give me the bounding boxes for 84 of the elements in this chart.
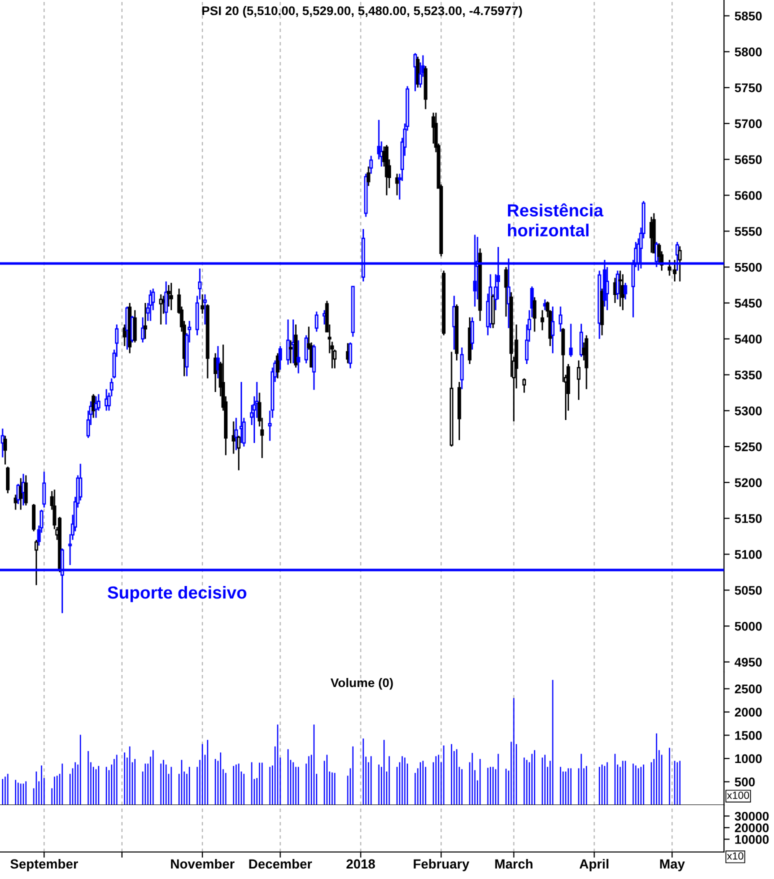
- candlestick: [200, 294, 204, 314]
- candlestick: [678, 246, 682, 282]
- text: x10: [727, 852, 744, 860]
- candlestick: [576, 360, 580, 401]
- candlestick: [314, 310, 318, 332]
- candlestick: [148, 289, 152, 322]
- x-tick-label: April: [580, 858, 608, 872]
- candlestick: [140, 316, 145, 344]
- candlestick: [504, 266, 508, 318]
- candlestick: [276, 352, 280, 380]
- y-tick-label: 5200: [734, 478, 762, 488]
- y-tick-label: 1000: [735, 754, 762, 764]
- x-tick-label: February: [414, 858, 470, 872]
- y-tick-label: 4950: [734, 658, 762, 667]
- candlestick: [234, 417, 238, 451]
- y-tick-label: 5850: [734, 12, 762, 20]
- candlestick: [169, 282, 174, 311]
- candlestick: [348, 342, 352, 370]
- y-tick-label: 1500: [735, 731, 762, 740]
- y-tick-label: 5600: [734, 191, 762, 200]
- x-tick-label: September: [10, 858, 78, 872]
- candlestick: [144, 302, 148, 340]
- y-tick-label: 5100: [734, 550, 762, 559]
- chart-title: PSI 20 (5,510.00, 5,529.00, 5,480.00, 5,523.00, -4.75977): [202, 6, 522, 18]
- y-tick-label: 5650: [734, 155, 762, 164]
- candlestick: [34, 539, 38, 586]
- y-tick-label: 5300: [734, 406, 762, 416]
- candlestick: [624, 282, 628, 300]
- y-tick-label: 5050: [734, 586, 762, 595]
- candlestick: [558, 306, 562, 332]
- candlestick: [92, 393, 96, 419]
- candlestick: [3, 435, 7, 466]
- candlestick: [164, 280, 168, 326]
- candlestick: [569, 323, 573, 358]
- candlestick: [94, 396, 98, 419]
- y-tick-label: 2500: [734, 684, 762, 694]
- candlestick: [395, 173, 399, 196]
- candlestick: [366, 166, 370, 187]
- text: x100: [727, 792, 750, 799]
- chart-title: Volume (0): [330, 678, 393, 690]
- y-tick-label: 5350: [734, 370, 762, 380]
- candlestick: [616, 270, 620, 300]
- candlestick: [42, 470, 46, 508]
- x-tick-label: March: [495, 858, 532, 869]
- y-tick-label: 30000: [734, 812, 769, 821]
- y-tick-label: 5000: [734, 622, 762, 631]
- y-tick-label: 2000: [734, 708, 762, 717]
- candlestick: [166, 284, 170, 308]
- candlestick: [32, 503, 36, 532]
- x-tick-label: May: [660, 859, 685, 872]
- candlestick: [470, 316, 474, 350]
- y-tick-label: 500: [734, 778, 755, 786]
- candlestick: [304, 334, 308, 364]
- candlestick: [369, 155, 373, 174]
- candlestick: [532, 296, 536, 332]
- candlestick: [522, 378, 526, 394]
- y-tick-label: 5800: [734, 47, 762, 56]
- candlestick: [286, 318, 290, 366]
- x-tick-label: December: [249, 858, 312, 869]
- candlestick: [296, 340, 300, 374]
- candlestick: [278, 345, 282, 370]
- y-tick-label: 5150: [734, 514, 762, 524]
- candlestick: [216, 345, 220, 380]
- y-tick-label: 10000: [735, 835, 769, 844]
- y-tick-label: 5550: [734, 226, 762, 236]
- candlestick: [613, 277, 617, 304]
- candlestick: [6, 466, 10, 494]
- candlestick: [550, 306, 555, 354]
- candlestick: [579, 323, 584, 358]
- y-tick-label: 5250: [734, 442, 762, 452]
- y-tick-label: 5700: [734, 119, 762, 128]
- candlestick: [540, 309, 544, 331]
- y-tick-label: 5400: [734, 334, 762, 344]
- x-tick-label: 2018: [346, 859, 375, 869]
- y-tick-label: 20000: [734, 823, 769, 832]
- annotation: Suporte decisivo: [108, 586, 246, 602]
- y-tick-label: 5750: [734, 83, 762, 92]
- y-tick-label: 5450: [734, 298, 762, 308]
- x-tick-label: November: [171, 858, 234, 869]
- annotation: Resistência horizontal: [508, 203, 604, 236]
- candlestick: [133, 309, 137, 344]
- candlestick: [618, 270, 622, 308]
- y-tick-label: 5500: [734, 262, 762, 272]
- candlestick: [203, 294, 207, 326]
